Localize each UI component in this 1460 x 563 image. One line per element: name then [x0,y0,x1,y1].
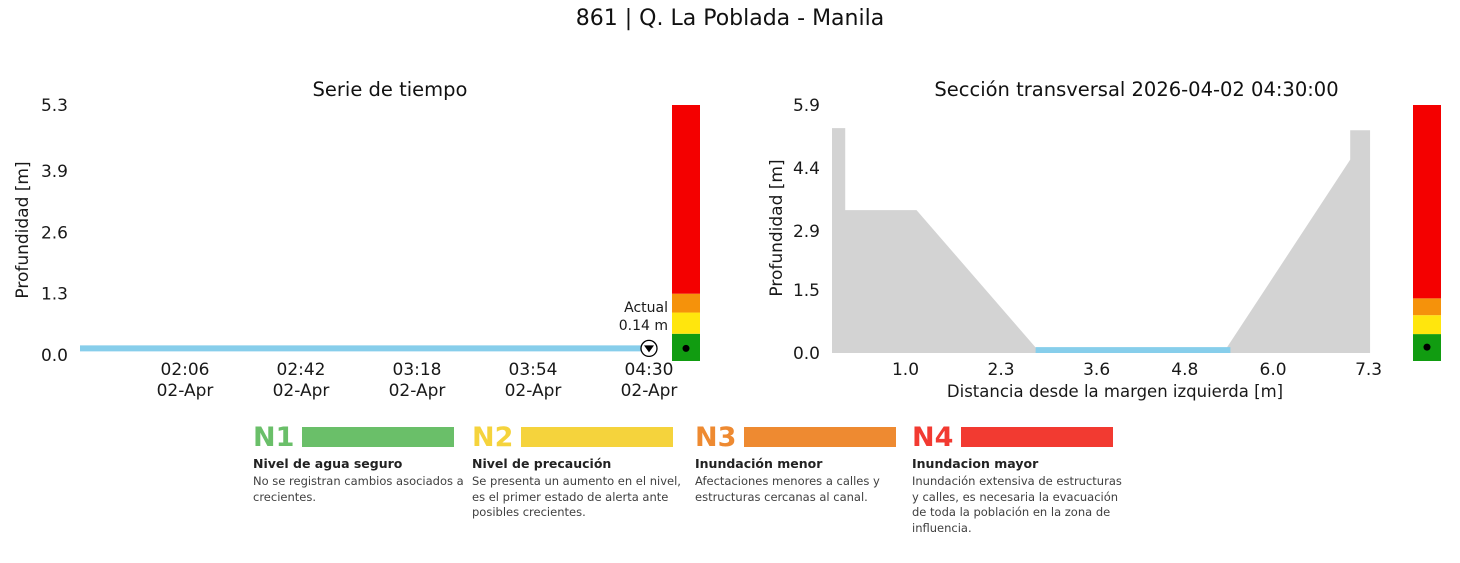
x-tick-date: 02-Apr [157,381,214,401]
x-tick-date: 02-Apr [505,381,562,401]
legend-item-n3: N3 Inundación menor Afectaciones menores… [695,424,909,505]
y-tick-label: 0.0 [793,344,820,364]
legend-item-n4: N4 Inundacion mayor Inundación extensiva… [912,424,1126,536]
legend-head: N1 [253,421,467,453]
x-tick-label: 2.3 [988,360,1015,380]
alert-bar-segment-n3 [672,293,700,313]
y-axis-label: Profundidad [m] [13,161,33,298]
y-tick-label: 5.9 [793,96,820,116]
alert-bar-segment-n4 [1413,105,1441,299]
y-tick-label: 2.6 [41,223,68,243]
level-swatch-n4 [961,427,1114,447]
x-tick-label: 1.0 [892,360,919,380]
annotation-label: Actual [624,300,668,316]
x-tick-time: 02:42 [277,360,326,380]
level-description: Se presenta un aumento en el nivel, es e… [472,474,681,520]
alert-bar-segment-n2 [1413,315,1441,335]
caret-down-icon [644,345,654,353]
level-code: N2 [472,421,514,453]
level-code: N4 [912,421,954,453]
station-title: 861 | Q. La Poblada - Manila [575,6,885,31]
cross-section-plot: 0.0 1.5 2.9 4.4 5.9 1.0 2.3 3.6 4.8 6.0 7.3 Distanc… [767,96,1441,401]
x-axis-label: Distancia desde la margen izquierda [m] [947,382,1283,401]
level-title: Nivel de agua seguro [253,456,403,471]
y-tick-label: 4.4 [793,159,820,179]
x-tick-date: 02-Apr [621,381,678,401]
x-tick-time: 03:54 [509,360,558,380]
current-level-dot [682,344,690,352]
legend-head: N4 [912,421,1126,453]
level-description: No se registran cambios asociados a crec… [253,474,464,504]
annotation-value: 0.14 m [619,318,668,334]
x-tick-date: 02-Apr [389,381,446,401]
x-tick-date: 02-Apr [273,381,330,401]
alert-bar-segment-n2 [672,312,700,334]
y-tick-label: 1.3 [41,285,68,305]
level-swatch-n2 [521,427,674,447]
level-code: N3 [695,421,737,453]
y-tick-label: 1.5 [793,281,820,301]
y-tick-label: 3.9 [41,162,68,182]
level-code: N1 [253,421,295,453]
x-tick-label: 4.8 [1171,360,1198,380]
x-tick-time: 02:06 [161,360,210,380]
current-level-dot [1423,343,1431,351]
x-tick-time: 03:18 [393,360,442,380]
time-series-plot: 0.01.32.63.95.302:0602-Apr02:4202-Apr03:… [13,96,700,401]
x-tick-label: 7.3 [1355,360,1382,380]
x-tick-time: 04:30 [625,360,674,380]
level-swatch-n3 [744,427,897,447]
level-swatch-n1 [302,427,455,447]
water-area [1035,347,1231,353]
y-tick-label: 2.9 [793,222,820,242]
cross-section-title: Sección transversal 2026-04-02 04:30:00 [934,78,1339,101]
level-title: Nivel de precaución [472,456,612,471]
level-title: Inundacion mayor [912,456,1039,471]
alert-bar-segment-n4 [672,105,700,294]
x-tick-label: 6.0 [1260,360,1287,380]
legend-head: N3 [695,421,909,453]
level-description: Inundación extensiva de estructuras y ca… [912,474,1122,535]
legend-head: N2 [472,421,686,453]
y-axis-label: Profundidad [m] [767,159,787,296]
terrain-profile [832,128,1371,353]
level-title: Inundación menor [695,456,823,471]
y-tick-label: 0.0 [41,346,68,366]
y-tick-label: 5.3 [41,96,68,116]
legend-item-n1: N1 Nivel de agua seguro No se registran … [253,424,467,505]
x-tick-label: 3.6 [1083,360,1110,380]
time-series-title: Serie de tiempo [312,78,468,101]
alert-bar-segment-n3 [1413,298,1441,316]
legend-item-n2: N2 Nivel de precaución Se presenta un au… [472,424,686,521]
level-description: Afectaciones menores a calles y estructu… [695,474,880,504]
